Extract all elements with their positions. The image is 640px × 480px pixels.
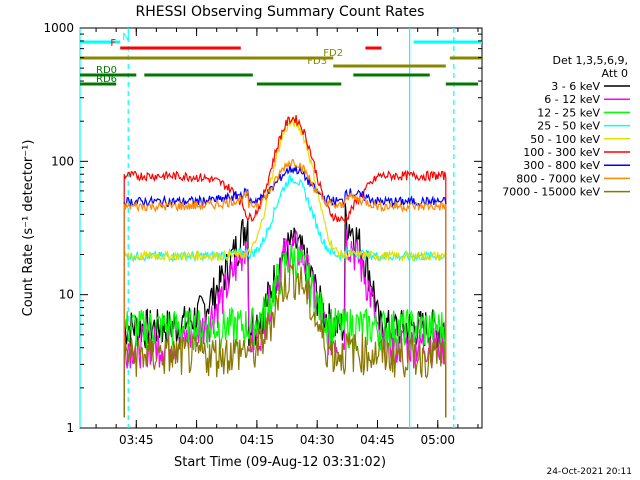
legend-label-0: 3 - 6 keV — [551, 80, 600, 93]
legend-label-4: 50 - 100 keV — [530, 133, 600, 146]
legend-label-1: 6 - 12 keV — [544, 93, 600, 106]
legend-title-line1: Det 1,3,5,6,9, — [552, 54, 628, 67]
x-tick-label-2: 04:15 — [240, 433, 275, 447]
legend-label-6: 300 - 800 keV — [523, 159, 600, 172]
legend-label-5: 100 - 300 keV — [523, 146, 600, 159]
series-line-0 — [123, 203, 447, 418]
series-lines — [123, 115, 447, 418]
legend-title-line2: Att 0 — [602, 67, 628, 80]
series-line-7 — [123, 159, 447, 418]
axis-ticks: 03:45 04:00 04:15 04:30 04:45 05:00 1 10 100 1000 — [43, 21, 482, 447]
legend-label-7: 800 - 7000 keV — [516, 172, 600, 185]
series-line-5 — [123, 115, 447, 418]
flag-label-2: FD2 — [323, 48, 343, 59]
y-tick-label-1: 10 — [59, 288, 74, 302]
legend-label-3: 25 - 50 keV — [537, 120, 600, 133]
chart-title: RHESSI Observing Summary Count Rates — [136, 4, 425, 20]
x-tick-label-0: 03:45 — [119, 433, 154, 447]
flag-label-0: N — [122, 32, 129, 43]
series-line-8 — [123, 262, 447, 418]
flag-label-4: RD0 — [96, 65, 117, 76]
x-tick-label-1: 04:00 — [179, 433, 214, 447]
legend-label-2: 12 - 25 keV — [537, 106, 600, 119]
y-axis-label: Count Rate (s⁻¹ detector⁻¹) — [21, 140, 36, 317]
x-axis-label: Start Time (09-Aug-12 03:31:02) — [174, 455, 386, 470]
x-tick-label-4: 04:45 — [360, 433, 395, 447]
flag-label-3: FD3 — [307, 56, 327, 67]
legend-label-8: 7000 - 15000 keV — [502, 186, 600, 199]
x-tick-label-5: 05:00 — [420, 433, 455, 447]
series-line-6 — [123, 165, 447, 418]
flag-label-1: F — [110, 38, 116, 49]
x-tick-label-3: 04:30 — [300, 433, 335, 447]
y-tick-label-0: 1 — [66, 421, 74, 435]
y-tick-label-3: 1000 — [43, 21, 74, 35]
flag-label-5: RD6 — [96, 74, 117, 85]
y-tick-label-2: 100 — [51, 154, 74, 168]
series-line-3 — [123, 173, 447, 418]
timestamp: 24-Oct-2021 20:11 — [547, 467, 632, 477]
